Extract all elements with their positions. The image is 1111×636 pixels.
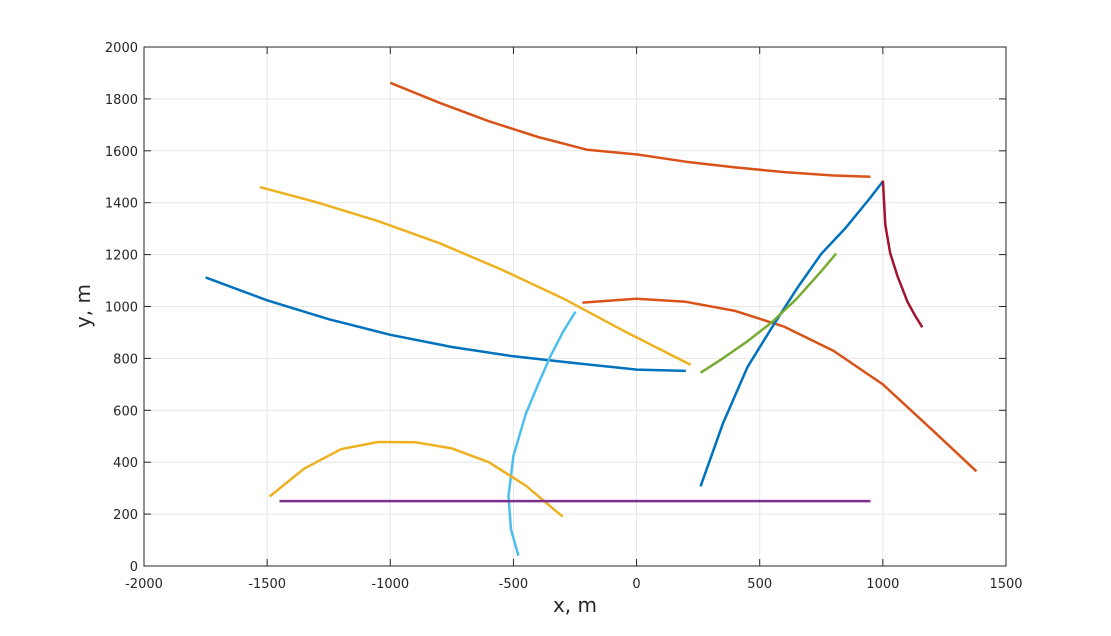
y-tick-label: 1400: [105, 197, 138, 212]
x-tick-label: 1500: [989, 577, 1022, 592]
axis-ticks: -2000 -1500 -1000 -500 0 500 1000 1500 0 200 400 60…: [105, 41, 1023, 592]
series-line-1: [389, 81, 871, 179]
y-axis-label: y, m: [71, 284, 95, 328]
y-tick-label: 1800: [105, 93, 138, 108]
series-line-3: [205, 276, 686, 373]
series-line-10: [881, 180, 924, 328]
y-tick-label: 2000: [105, 41, 138, 56]
y-tick-label: 1200: [105, 249, 138, 264]
y-tick-label: 800: [113, 352, 138, 367]
x-tick-label: -500: [499, 577, 529, 592]
x-tick-label: -1500: [248, 577, 286, 592]
series-lines: [205, 81, 978, 556]
x-tick-label: 1000: [866, 577, 899, 592]
series-line-2: [259, 185, 692, 367]
y-tick-label: 400: [113, 456, 138, 471]
series-line-5: [507, 311, 577, 556]
y-tick-label: 600: [113, 404, 138, 419]
y-tick-label: 1000: [105, 301, 138, 316]
y-tick-label: 0: [130, 560, 138, 575]
y-tick-label: 1600: [105, 145, 138, 160]
series-line-9: [699, 252, 838, 374]
y-tick-label: 200: [113, 508, 138, 523]
series-line-4: [582, 297, 978, 473]
series-line-6: [268, 440, 564, 518]
x-tick-label: -2000: [125, 577, 163, 592]
x-tick-label: -1000: [371, 577, 409, 592]
x-axis-label: x, m: [553, 593, 597, 617]
x-tick-label: 0: [632, 577, 640, 592]
x-tick-label: 500: [747, 577, 772, 592]
series-line-8: [699, 180, 884, 487]
